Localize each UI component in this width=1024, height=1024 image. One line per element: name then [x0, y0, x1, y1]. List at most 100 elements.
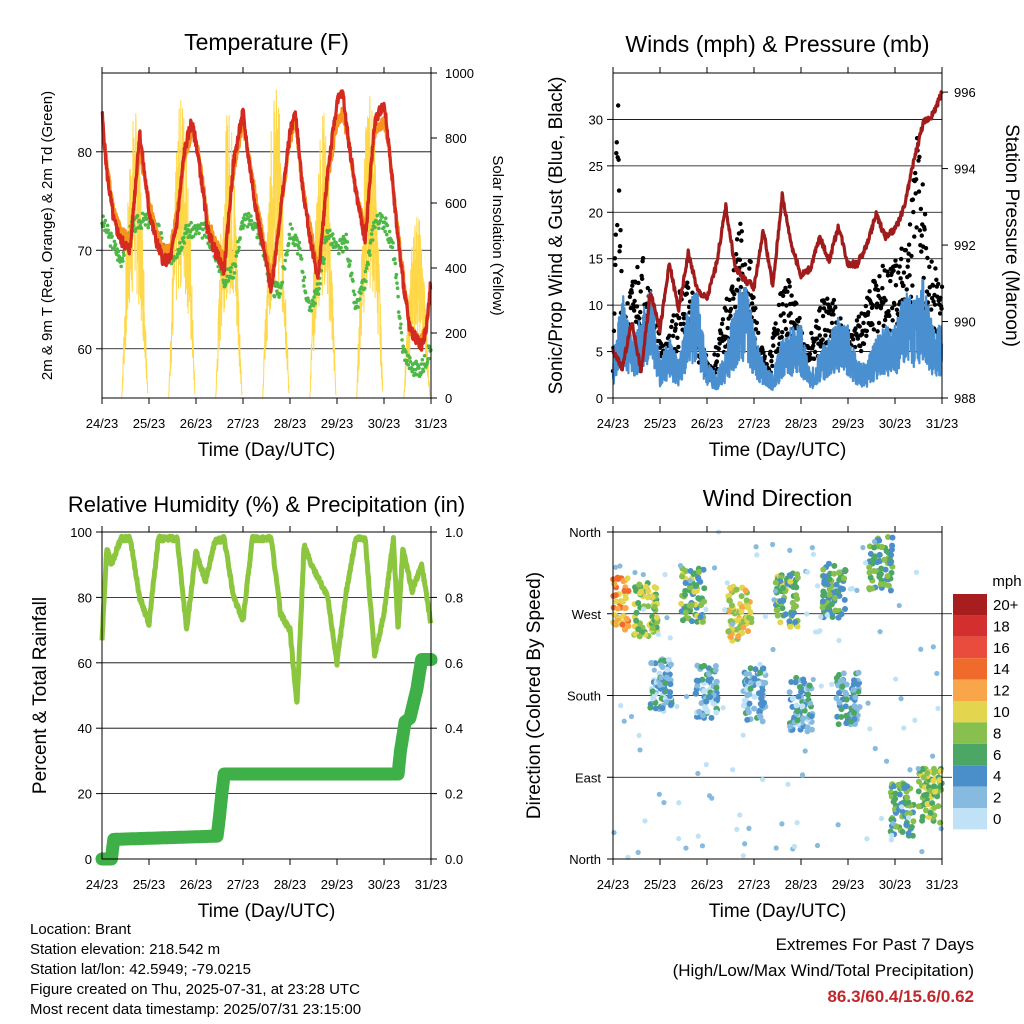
- dewpoint-point: [391, 241, 395, 245]
- dewpoint-point: [377, 226, 381, 231]
- gust-point: [833, 305, 838, 310]
- dewpoint-point: [112, 239, 117, 244]
- dewpoint-point: [382, 225, 386, 230]
- direction-point: [794, 595, 801, 602]
- direction-point: [713, 684, 720, 691]
- direction-point: [662, 680, 669, 687]
- direction-point: [699, 618, 706, 625]
- direction-point: [656, 791, 662, 797]
- dewpoint-point: [316, 292, 321, 296]
- dewpoint-point: [332, 237, 336, 241]
- direction-point: [642, 818, 648, 824]
- gust-point: [634, 304, 640, 309]
- dewpoint-point: [237, 245, 241, 250]
- pressure-series: [611, 90, 944, 374]
- gust-point: [864, 333, 869, 339]
- gust-point: [775, 328, 781, 333]
- legend-label: 2: [993, 790, 1001, 807]
- direction-point: [923, 791, 930, 798]
- dewpoint-point: [101, 224, 106, 228]
- direction-point: [836, 569, 843, 576]
- dewpoint-point: [300, 270, 305, 275]
- gust-point: [611, 328, 617, 334]
- dewpoint-point: [414, 359, 418, 364]
- dewpoint-point: [146, 225, 151, 230]
- direction-point: [745, 709, 752, 716]
- gust-point: [880, 285, 885, 291]
- dewpoint-point: [385, 232, 389, 237]
- gust-point: [814, 336, 820, 341]
- gust-point: [905, 264, 910, 269]
- direction-point: [883, 758, 890, 764]
- x-tick-label: 27/23: [227, 416, 260, 431]
- direction-point: [667, 635, 673, 641]
- x-tick-label: 27/23: [738, 416, 771, 431]
- dewpoint-point: [240, 219, 245, 224]
- direction-point: [613, 564, 619, 570]
- direction-point: [756, 708, 763, 715]
- y-tick-label: 15: [589, 252, 603, 267]
- dewpoint-point: [119, 264, 123, 269]
- solar-series: [262, 89, 290, 399]
- direction-point: [867, 574, 874, 581]
- gust-point: [748, 259, 753, 264]
- direction-point: [624, 575, 631, 582]
- gust-point: [614, 140, 619, 145]
- gust-point: [639, 276, 645, 282]
- direction-point: [889, 832, 895, 838]
- x-tick-label: 29/23: [321, 877, 354, 892]
- dewpoint-point: [277, 295, 281, 299]
- direction-point: [824, 612, 830, 618]
- legend-label: 12: [993, 683, 1010, 700]
- gust-point: [739, 229, 744, 234]
- direction-point: [663, 674, 670, 681]
- gust-point: [617, 244, 623, 249]
- gust-point: [731, 296, 736, 301]
- gust-point: [720, 317, 726, 322]
- y-tick-label: 0: [596, 391, 603, 406]
- direction-point: [733, 586, 740, 593]
- direction-point: [701, 688, 708, 695]
- dewpoint-point: [363, 286, 367, 291]
- gust-point: [736, 277, 741, 282]
- y-tick-label: East: [575, 770, 601, 785]
- direction-point: [771, 597, 777, 603]
- direction-point: [786, 572, 793, 579]
- dewpoint-point: [299, 257, 304, 261]
- dewpoint-point: [143, 223, 148, 227]
- gust-point: [677, 315, 682, 321]
- gust-point: [855, 336, 861, 341]
- dewpoint-point: [285, 249, 290, 253]
- dewpoint-point: [103, 218, 108, 223]
- gust-point: [613, 262, 618, 268]
- winds-pressure-panel: Winds (mph) & Pressure (mb) 24/23 25/23 26/…: [546, 31, 1022, 461]
- gust-point: [825, 296, 830, 301]
- gust-point: [930, 283, 936, 288]
- gust-point: [820, 313, 826, 319]
- direction-point: [758, 695, 765, 702]
- legend-swatch: [953, 765, 987, 787]
- y-right-tick-label: 992: [954, 238, 976, 253]
- dewpoint-point: [339, 237, 344, 242]
- gust-point: [827, 305, 833, 310]
- dewpoint-point: [373, 225, 377, 230]
- x-tick-label: 27/23: [227, 877, 260, 892]
- dewpoint-point: [287, 232, 292, 237]
- gust-point: [807, 351, 813, 357]
- dewpoint-point: [298, 247, 302, 251]
- gust-point: [735, 288, 740, 293]
- direction-point: [746, 825, 752, 831]
- direction-point: [694, 618, 701, 625]
- gust-point: [780, 330, 785, 335]
- gust-point: [922, 212, 928, 217]
- direction-point: [705, 677, 712, 684]
- gust-point: [681, 321, 686, 326]
- x-tick-label: 25/23: [133, 416, 166, 431]
- gust-point: [912, 234, 917, 239]
- dewpoint-point: [366, 262, 371, 267]
- dewpoint-point: [370, 238, 375, 242]
- x-tick-label: 25/23: [644, 416, 677, 431]
- gust-point: [910, 283, 915, 288]
- dewpoint-point: [236, 248, 241, 253]
- gust-point: [818, 305, 823, 311]
